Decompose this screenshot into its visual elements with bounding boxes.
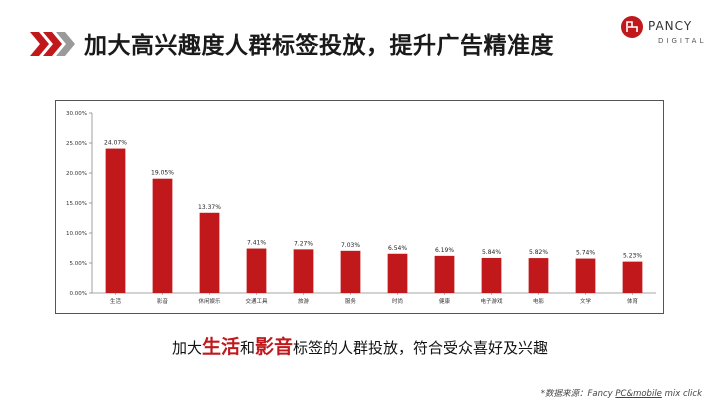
bar bbox=[246, 248, 267, 293]
y-tick-label: 10.00% bbox=[66, 231, 87, 237]
x-tick-label: 服务 bbox=[345, 297, 357, 305]
caption-prefix: 加大 bbox=[171, 339, 202, 357]
source-underlined: PC&mobile bbox=[615, 389, 662, 399]
page-title: 加大高兴趣度人群标签投放，提升广告精准度 bbox=[84, 33, 554, 59]
bar bbox=[481, 257, 502, 293]
data-label: 5.82% bbox=[529, 249, 548, 256]
x-tick-label: 电影 bbox=[533, 297, 545, 305]
source-tail: mix click bbox=[661, 389, 702, 399]
bar-chart: 0.00% 5.00% 10.00% 15.00% 20.00% 25.00% 30.00%… bbox=[66, 111, 656, 305]
chevron-arrows-icon bbox=[30, 32, 75, 56]
source-label: *数据来源：Fancy bbox=[540, 389, 616, 399]
data-label: 5.74% bbox=[576, 250, 595, 257]
bar bbox=[340, 250, 361, 293]
caption-suffix: 标签的人群投放，符合受众喜好及兴趣 bbox=[293, 339, 549, 357]
data-label: 5.23% bbox=[623, 253, 642, 260]
logo-name: PANCY bbox=[648, 19, 693, 33]
y-tick-label: 25.00% bbox=[66, 141, 87, 147]
y-tick-label: 0.00% bbox=[70, 291, 87, 297]
caption-middle: 和 bbox=[239, 339, 255, 357]
data-label: 7.27% bbox=[294, 240, 313, 247]
x-tick-label: 健康 bbox=[439, 297, 451, 305]
x-tick-label: 文学 bbox=[580, 297, 592, 305]
x-tick-label: 影音 bbox=[157, 297, 169, 305]
y-tick-label: 15.00% bbox=[66, 201, 87, 207]
data-label: 13.37% bbox=[198, 204, 221, 211]
x-tick-label: 交通工具 bbox=[245, 297, 268, 305]
logo-subtitle: DIGITAL bbox=[658, 37, 707, 45]
x-tick-label: 旅游 bbox=[298, 297, 310, 305]
y-tick-label: 30.00% bbox=[66, 111, 87, 117]
bar bbox=[622, 261, 643, 293]
y-tick-label: 20.00% bbox=[66, 171, 87, 177]
y-tick-label: 5.00% bbox=[70, 261, 87, 267]
data-source-note: *数据来源：Fancy PC&mobile mix click bbox=[541, 387, 702, 399]
brand-logo: PANCY DIGITAL bbox=[621, 14, 711, 58]
data-label: 7.41% bbox=[247, 240, 266, 247]
caption: 加大生活和影音标签的人群投放，符合受众喜好及兴趣 bbox=[0, 332, 720, 359]
bar bbox=[293, 249, 314, 293]
x-tick-label: 时尚 bbox=[392, 297, 403, 305]
x-tick-label: 电子游戏 bbox=[480, 297, 503, 305]
bar bbox=[575, 258, 596, 293]
caption-highlight-media: 影音 bbox=[255, 336, 294, 358]
data-label: 24.07% bbox=[104, 140, 127, 147]
bar bbox=[105, 148, 126, 293]
data-label: 5.84% bbox=[482, 249, 501, 256]
data-label: 19.05% bbox=[151, 170, 174, 177]
data-label: 6.54% bbox=[388, 245, 407, 252]
x-tick-label: 体育 bbox=[627, 297, 639, 305]
bar bbox=[528, 258, 549, 293]
bar bbox=[387, 253, 408, 293]
data-label: 6.19% bbox=[435, 247, 454, 254]
bar bbox=[152, 178, 173, 293]
bar bbox=[199, 212, 220, 293]
chart-frame: 0.00% 5.00% 10.00% 15.00% 20.00% 25.00% 30.00%… bbox=[55, 100, 664, 314]
bar bbox=[434, 255, 455, 293]
data-label: 7.03% bbox=[341, 242, 360, 249]
pancy-logo-icon bbox=[621, 16, 643, 38]
x-tick-label: 生活 bbox=[110, 297, 122, 305]
caption-highlight-life: 生活 bbox=[201, 336, 240, 358]
x-tick-label: 休闲娱乐 bbox=[198, 297, 221, 305]
